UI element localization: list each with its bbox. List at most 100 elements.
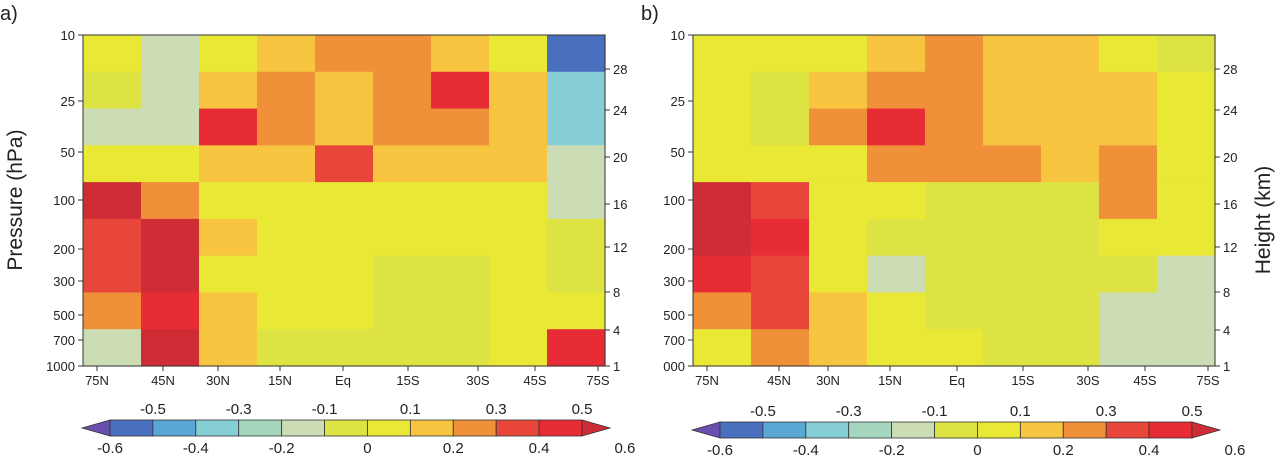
- colorbar-swatch: [762, 421, 807, 439]
- heatmap-cell: [431, 108, 490, 146]
- heatmap-cell: [867, 71, 926, 110]
- heatmap-cell: [867, 329, 926, 367]
- heatmap-cell: [431, 255, 490, 294]
- pressure-tick-label: 10: [61, 28, 75, 43]
- heatmap-cell: [809, 329, 868, 367]
- colorbar-swatch: [934, 421, 978, 439]
- heatmap-cell: [1157, 218, 1216, 257]
- panel-label-b: b): [641, 3, 659, 25]
- heatmap-cell: [1157, 182, 1216, 220]
- colorbar-b: -0.6 -0.4 -0.2 0 0.2 0.4 0.6 -0.5 -0.3 -0.1 0.1 0.3…: [690, 403, 1245, 457]
- heatmap-cell: [431, 71, 490, 110]
- colorbar-label-top: 0.5: [572, 401, 593, 418]
- heatmap-cell: [489, 182, 548, 220]
- heatmap-cell: [373, 108, 432, 146]
- heatmap-cell: [983, 292, 1042, 330]
- heatmap-cell: [983, 182, 1042, 220]
- colorbar-label-bottom: 0.6: [1224, 442, 1245, 457]
- colorbar-swatch: [1019, 421, 1064, 439]
- heatmap-cell: [141, 35, 200, 73]
- colorbar-label-top: -0.1: [922, 403, 948, 420]
- heatmap-cell: [83, 108, 142, 146]
- heatmap-cell: [693, 71, 752, 110]
- heatmap-cell: [809, 218, 868, 257]
- height-tick-label: 8: [1223, 285, 1230, 300]
- colorbar-swatch: [1105, 421, 1150, 439]
- heatmap-cell: [431, 182, 490, 220]
- colorbar-label-bottom: -0.6: [97, 440, 123, 457]
- pressure-tick-label: 50: [671, 145, 685, 160]
- heatmap-cell: [547, 329, 606, 367]
- heatmap-cell: [925, 71, 984, 110]
- heatmap-cell: [547, 35, 606, 73]
- heatmap-cell: [315, 108, 374, 146]
- heatmap-cell: [751, 218, 810, 257]
- colorbar-swatch: [238, 419, 283, 437]
- colorbar-swatch: [152, 419, 197, 437]
- height-tick-label: 1: [613, 359, 620, 374]
- heatmap-cell: [373, 329, 432, 367]
- heatmap-cell: [983, 71, 1042, 110]
- heatmap-cell: [925, 292, 984, 330]
- heatmap-cell: [983, 218, 1042, 257]
- colorbar-label-top: -0.3: [226, 401, 252, 418]
- lat-tick-label: 75S: [1196, 373, 1219, 388]
- heatmap-cell: [489, 329, 548, 367]
- heatmap-cell: [809, 255, 868, 294]
- colorbar-label-bottom: -0.4: [793, 442, 819, 457]
- colorbar-swatch: [1062, 421, 1107, 439]
- lat-tick-label: 75S: [586, 373, 609, 388]
- colorbar-label-bottom: -0.2: [879, 442, 905, 457]
- colorbar-label-top: -0.3: [836, 403, 862, 420]
- heatmap-cell: [809, 292, 868, 330]
- heatmap-cell: [925, 218, 984, 257]
- heatmap-cell: [431, 292, 490, 330]
- heatmap-cell: [925, 108, 984, 146]
- heatmap-cell: [141, 71, 200, 110]
- heatmap-cell: [1157, 108, 1216, 146]
- heatmap-cell: [431, 35, 490, 73]
- lat-tick-label: 15S: [396, 373, 419, 388]
- colorbar-label-top: -0.5: [140, 401, 166, 418]
- heatmap-cell: [83, 329, 142, 367]
- heatmap-cell: [83, 35, 142, 73]
- heatmap-cell: [1041, 218, 1100, 257]
- colorbar-label-top: -0.5: [750, 403, 776, 420]
- heatmap-cell: [809, 108, 868, 146]
- heatmap-cell: [257, 255, 316, 294]
- pressure-tick-label: 700: [663, 333, 685, 348]
- pressure-tick-label: 300: [663, 274, 685, 289]
- colorbar-extend-high: [581, 419, 612, 437]
- pressure-tick-label: 25: [671, 94, 685, 109]
- heatmap-cell: [373, 292, 432, 330]
- heatmap-cell: [1099, 108, 1158, 146]
- heatmap-cell: [693, 255, 752, 294]
- heatmap-cell: [315, 35, 374, 73]
- pressure-tick-label: 000: [663, 359, 685, 374]
- height-tick-label: 16: [613, 197, 627, 212]
- lat-ticks-a: 75N 45N 30N 15N Eq 15S 30S 45S 75S: [85, 366, 610, 388]
- panel-b: 10 25 50 100 200 300 500 700 000 28 24 20 16 12 8 4 1 7…: [663, 28, 1237, 388]
- heatmap-cell: [547, 255, 606, 294]
- heatmap-cell: [83, 145, 142, 183]
- colorbar-swatch: [891, 421, 935, 439]
- colorbar-swatch: [538, 419, 583, 437]
- heatmap-cell: [489, 35, 548, 73]
- heatmap-cell: [199, 71, 258, 110]
- heatmap-cell: [141, 145, 200, 183]
- heatmap-cell: [693, 292, 752, 330]
- heatmap-cell: [199, 145, 258, 183]
- lat-tick-label: Eq: [949, 373, 965, 388]
- heatmap-cell: [1041, 292, 1100, 330]
- heatmap-cell: [431, 329, 490, 367]
- heatmap-cell: [1041, 145, 1100, 183]
- lat-tick-label: 45S: [523, 373, 546, 388]
- lat-tick-label: 30N: [816, 373, 840, 388]
- heatmap-cell: [925, 182, 984, 220]
- colorbar-label-bottom: 0.4: [1139, 442, 1160, 457]
- colorbar-swatch: [409, 419, 454, 437]
- heatmap-cell: [1041, 182, 1100, 220]
- height-tick-label: 8: [613, 285, 620, 300]
- heatmap-cell: [257, 329, 316, 367]
- heatmap-cell: [141, 292, 200, 330]
